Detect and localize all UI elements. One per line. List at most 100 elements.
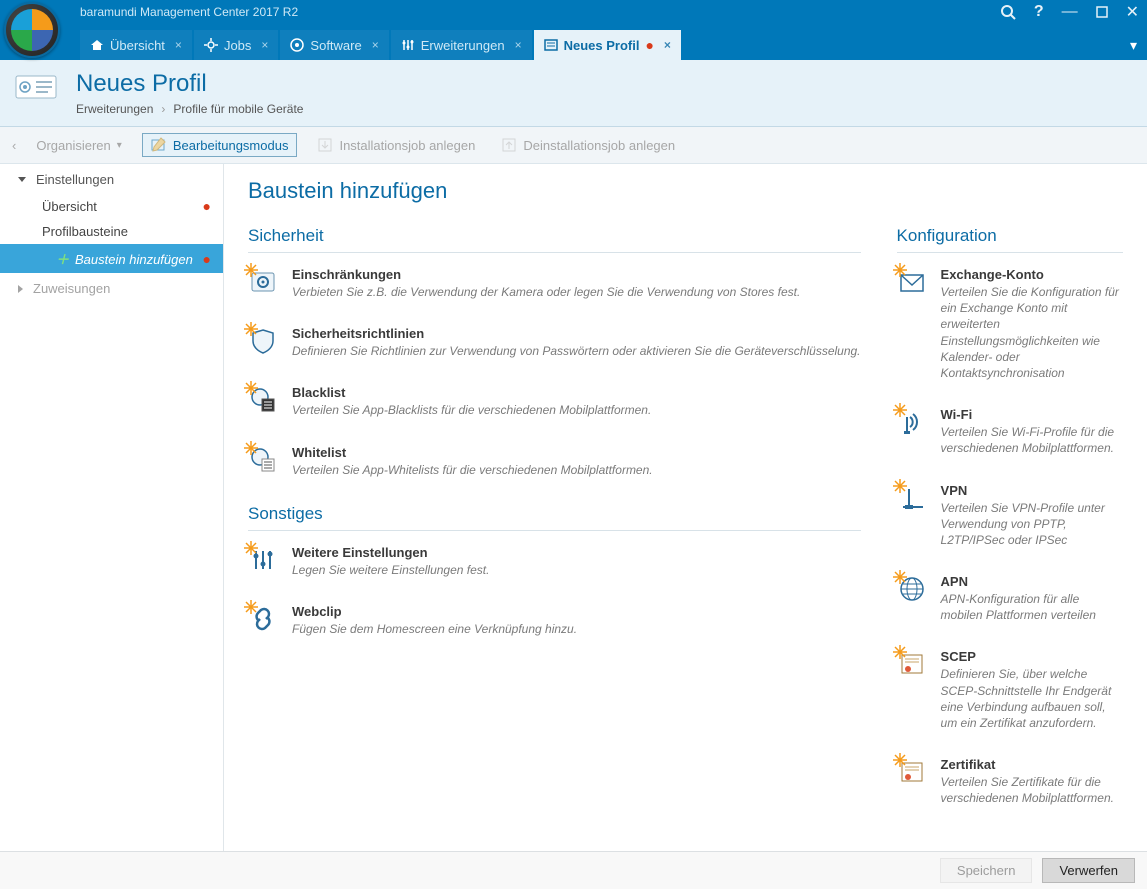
alert-icon: ●: [203, 251, 211, 267]
baustein-desc: Verteilen Sie App-Blacklists für die ver…: [292, 402, 651, 418]
tab-close-icon[interactable]: ×: [372, 38, 379, 52]
gear-icon: [248, 267, 278, 297]
baustein-desc: Definieren Sie, über welche SCEP-Schnitt…: [941, 666, 1123, 731]
edit-icon: [151, 137, 167, 153]
baustein-webclip[interactable]: Webclip Fügen Sie dem Homescreen eine Ver…: [248, 604, 861, 637]
baustein-title: Einschränkungen: [292, 267, 800, 282]
tab-erweiterungen[interactable]: Erweiterungen ×: [391, 30, 532, 60]
sidebar-group-einstellungen[interactable]: Einstellungen: [0, 164, 223, 193]
page-header: Neues Profil Erweiterungen › Profile für…: [0, 60, 1147, 127]
baustein-whitelist[interactable]: Whitelist Verteilen Sie App-Whitelists fü…: [248, 445, 861, 478]
tab-uebersicht[interactable]: Übersicht ×: [80, 30, 192, 60]
editmode-button[interactable]: Bearbeitungsmodus: [142, 133, 298, 157]
baustein-title: Exchange-Konto: [941, 267, 1123, 282]
chevron-down-icon: [18, 177, 26, 182]
baustein-scep[interactable]: SCEPDefinieren Sie, über welche SCEP-Sch…: [897, 649, 1123, 731]
chevron-right-icon: [18, 285, 23, 293]
tab-neues-profil[interactable]: Neues Profil ● ×: [534, 30, 681, 60]
sidebar-item-profilbausteine[interactable]: Profilbausteine: [0, 219, 223, 244]
baustein-title: Whitelist: [292, 445, 653, 460]
baustein-wifi[interactable]: Wi-FiVerteilen Sie Wi-Fi-Profile für die…: [897, 407, 1123, 456]
baustein-weitere-einstellungen[interactable]: Weitere EinstellungenLegen Sie weitere E…: [248, 545, 861, 578]
baustein-desc: Verteilen Sie App-Whitelists für die ver…: [292, 462, 653, 478]
gear-icon: [204, 38, 218, 52]
baustein-einschraenkungen[interactable]: Einschränkungen Verbieten Sie z.B. die Ve…: [248, 267, 861, 300]
install-job-button[interactable]: Installationsjob anlegen: [311, 134, 481, 156]
sidebar-label: Zuweisungen: [33, 281, 110, 296]
baustein-title: Zertifikat: [941, 757, 1123, 772]
save-button[interactable]: Speichern: [940, 858, 1033, 883]
mail-icon: [897, 267, 927, 297]
baustein-desc: APN-Konfiguration für alle mobilen Platt…: [941, 591, 1123, 623]
baustein-title: Sicherheitsrichtlinien: [292, 326, 861, 341]
chevron-down-icon[interactable]: ▾: [1130, 37, 1137, 53]
baustein-desc: Fügen Sie dem Homescreen eine Verknüpfun…: [292, 621, 577, 637]
chevron-down-icon: ▾: [117, 140, 122, 151]
tab-label: Übersicht: [110, 38, 165, 53]
breadcrumb: Erweiterungen › Profile für mobile Gerät…: [76, 102, 1133, 116]
baustein-desc: Definieren Sie Richtlinien zur Verwendun…: [292, 343, 861, 359]
close-icon[interactable]: ✕: [1126, 2, 1139, 22]
tab-close-icon[interactable]: ×: [261, 38, 268, 52]
chevron-left-icon[interactable]: ‹: [12, 138, 16, 153]
wifi-icon: [897, 407, 927, 437]
list-icon: [248, 385, 278, 415]
tab-close-icon[interactable]: ×: [175, 38, 182, 52]
baustein-desc: Verteilen Sie die Konfiguration für ein …: [941, 284, 1123, 381]
profile-icon: [14, 72, 60, 100]
content-area: Baustein hinzufügen Sicherheit Einschrän…: [224, 164, 1147, 851]
sidebar-item-baustein-hinzufuegen[interactable]: ＋Baustein hinzufügen ●: [0, 244, 223, 273]
shield-icon: [248, 326, 278, 356]
sidebar-item-label: Baustein hinzufügen: [75, 252, 193, 267]
toolbar: ‹ Organisieren ▾ Bearbeitungsmodus Insta…: [0, 127, 1147, 164]
alert-icon: ●: [203, 198, 211, 214]
tab-software[interactable]: Software ×: [280, 30, 388, 60]
sidebar-group-zuweisungen[interactable]: Zuweisungen: [0, 273, 223, 302]
baustein-desc: Verteilen Sie Wi-Fi-Profile für die vers…: [941, 424, 1123, 456]
uninstall-icon: [501, 137, 517, 153]
chevron-right-icon: ›: [161, 102, 165, 116]
baustein-blacklist[interactable]: BlacklistVerteilen Sie App-Blacklists fü…: [248, 385, 861, 418]
baustein-vpn[interactable]: VPNVerteilen Sie VPN-Profile unter Verwe…: [897, 483, 1123, 549]
baustein-title: Webclip: [292, 604, 577, 619]
globe-icon: [897, 574, 927, 604]
baustein-zertifikat[interactable]: Zertifikat Verteilen Sie Zertifikate für …: [897, 757, 1123, 806]
tab-label: Neues Profil: [564, 38, 640, 53]
tab-close-icon[interactable]: ×: [664, 38, 671, 52]
toolbar-label: Deinstallationsjob anlegen: [523, 138, 675, 153]
app-title: baramundi Management Center 2017 R2: [80, 5, 1000, 19]
home-icon: [90, 38, 104, 52]
cert-icon: [897, 649, 927, 679]
minimize-icon[interactable]: —: [1062, 3, 1078, 21]
breadcrumb-item[interactable]: Profile für mobile Geräte: [173, 102, 303, 116]
install-icon: [317, 137, 333, 153]
discard-button[interactable]: Verwerfen: [1042, 858, 1135, 883]
link-icon: [248, 604, 278, 634]
sidebar-item-label: Profilbausteine: [42, 224, 128, 239]
app-logo: [4, 2, 66, 58]
section-title-konfiguration: Konfiguration: [897, 226, 1123, 253]
uninstall-job-button[interactable]: Deinstallationsjob anlegen: [495, 134, 681, 156]
tab-jobs[interactable]: Jobs ×: [194, 30, 278, 60]
page-title: Neues Profil: [76, 70, 1133, 98]
toolbar-label: Installationsjob anlegen: [339, 138, 475, 153]
baustein-sicherheitsrichtlinien[interactable]: Sicherheitsrichtlinien Definieren Sie Ric…: [248, 326, 861, 359]
tab-close-icon[interactable]: ×: [515, 38, 522, 52]
baustein-desc: Verteilen Sie Zertifikate für die versch…: [941, 774, 1123, 806]
cert-icon: [897, 757, 927, 787]
breadcrumb-item[interactable]: Erweiterungen: [76, 102, 153, 116]
sidebar-item-uebersicht[interactable]: Übersicht ●: [0, 193, 223, 219]
baustein-apn[interactable]: APNAPN-Konfiguration für alle mobilen Pl…: [897, 574, 1123, 623]
baustein-desc: Legen Sie weitere Einstellungen fest.: [292, 562, 489, 578]
section-title-sicherheit: Sicherheit: [248, 226, 861, 253]
search-icon[interactable]: [1000, 4, 1016, 20]
baustein-exchange[interactable]: Exchange-Konto Verteilen Sie die Konfigur…: [897, 267, 1123, 381]
help-icon[interactable]: ?: [1034, 3, 1044, 21]
tab-label: Jobs: [224, 38, 251, 53]
organize-menu[interactable]: Organisieren ▾: [30, 135, 127, 156]
maximize-icon[interactable]: [1096, 6, 1108, 18]
baustein-desc: Verbieten Sie z.B. die Verwendung der Ka…: [292, 284, 800, 300]
baustein-desc: Verteilen Sie VPN-Profile unter Verwendu…: [941, 500, 1123, 549]
list-icon: [248, 445, 278, 475]
tab-label: Erweiterungen: [421, 38, 505, 53]
